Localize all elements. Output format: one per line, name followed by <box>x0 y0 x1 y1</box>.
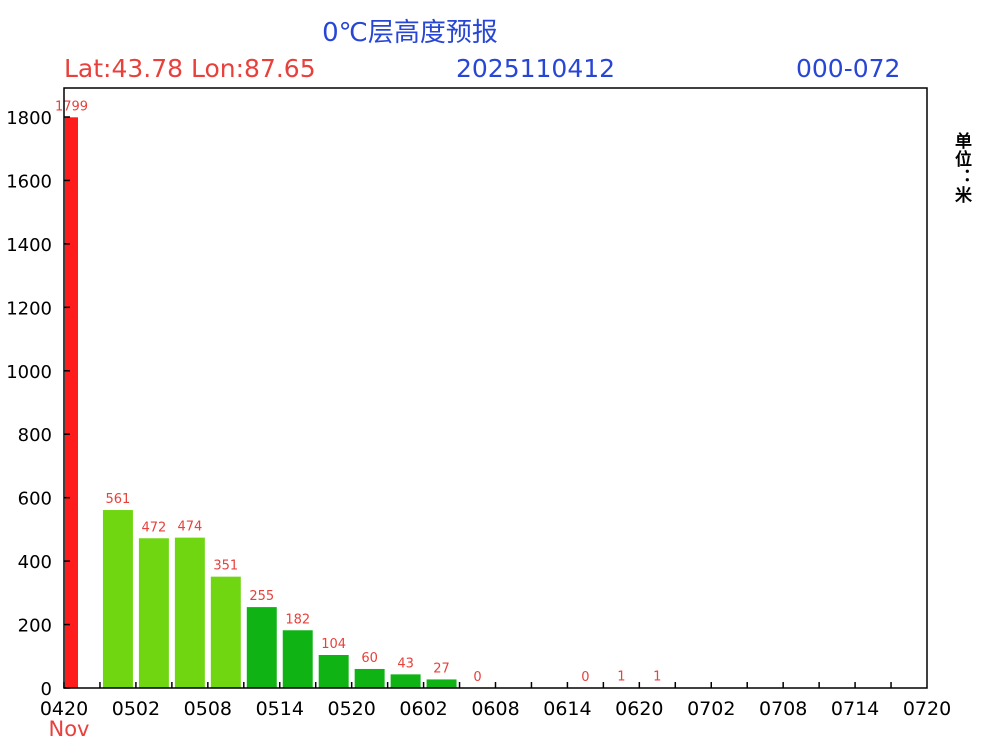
bar-0423 <box>102 510 133 688</box>
y-tick-label: 1600 <box>6 171 52 192</box>
y-tick-label: 600 <box>18 489 52 510</box>
data-label-0511: 255 <box>249 589 274 604</box>
data-label-0520: 60 <box>361 651 378 666</box>
bar-0517 <box>318 655 349 688</box>
unit-label: 单位：米 <box>951 132 971 204</box>
data-label-0517: 104 <box>321 637 346 652</box>
y-tick-label: 800 <box>18 425 52 446</box>
x-tick-label: 0614 <box>543 698 591 720</box>
chart-title: 0℃层高度预报 <box>322 18 498 48</box>
y-tick-label: 1400 <box>6 235 52 256</box>
data-label-0502: 472 <box>141 520 166 535</box>
x-tick-label: 0608 <box>471 698 519 720</box>
x-tick-label: 0520 <box>327 698 375 720</box>
bar-0520 <box>354 668 385 688</box>
x-tick-label: 0720 <box>903 698 951 720</box>
forecast-range-label: 000-072 <box>796 54 901 83</box>
data-label-0614: 0 <box>581 670 589 685</box>
bar-0502 <box>138 538 169 688</box>
y-tick-label: 400 <box>18 552 52 573</box>
data-label-0420: 1799 <box>55 99 88 114</box>
data-label-0508: 351 <box>213 559 238 574</box>
y-tick-label: 1000 <box>6 362 52 383</box>
bar-0420 <box>65 117 78 689</box>
bar-0514 <box>282 630 313 688</box>
month-label: Nov <box>49 717 90 741</box>
y-tick-label: 200 <box>18 616 52 637</box>
data-label-0505: 474 <box>177 520 202 535</box>
location-label: Lat:43.78 Lon:87.65 <box>64 54 316 83</box>
x-tick-label: 0602 <box>399 698 447 720</box>
data-label-0617: 1 <box>617 670 625 685</box>
x-tick-label: 0708 <box>759 698 807 720</box>
bar-0523 <box>390 674 421 688</box>
data-label-0423: 561 <box>106 492 131 507</box>
bar-0602 <box>426 679 457 688</box>
y-tick-label: 0 <box>41 679 52 700</box>
y-tick-label: 1800 <box>6 108 52 129</box>
x-tick-label: 0508 <box>184 698 232 720</box>
data-label-0514: 182 <box>285 612 310 627</box>
data-label-0620: 1 <box>653 670 661 685</box>
data-label-0523: 43 <box>397 656 414 671</box>
x-tick-label: 0714 <box>831 698 879 720</box>
bar-0511 <box>246 607 277 688</box>
x-tick-label: 0514 <box>256 698 304 720</box>
data-label-0602: 27 <box>433 661 450 676</box>
x-tick-label: 0620 <box>615 698 663 720</box>
bar-0508 <box>210 576 241 688</box>
x-tick-label: 0702 <box>687 698 735 720</box>
y-tick-label: 1200 <box>6 298 52 319</box>
bar-0505 <box>174 537 205 688</box>
x-tick-label: 0502 <box>112 698 160 720</box>
data-label-0605: 0 <box>473 670 481 685</box>
run-time-label: 2025110412 <box>456 54 616 83</box>
x-tick-label: 0420 <box>40 698 88 720</box>
